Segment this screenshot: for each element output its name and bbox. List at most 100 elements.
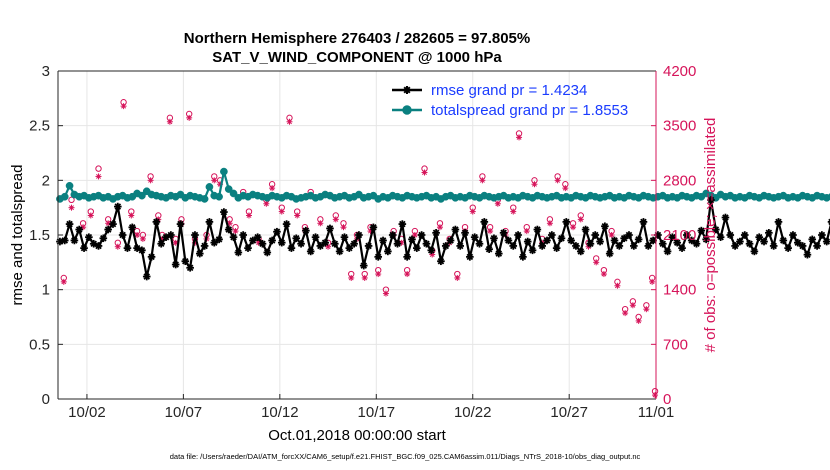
rmse-point bbox=[297, 239, 305, 248]
rmse-point bbox=[519, 253, 527, 261]
rmse-point bbox=[523, 237, 532, 246]
rmse-point bbox=[615, 242, 624, 250]
y-tick-right: 2800 bbox=[663, 172, 696, 189]
totalspread-point bbox=[224, 185, 233, 193]
rmse-point bbox=[755, 233, 764, 241]
rmse-point bbox=[736, 237, 744, 246]
rmse-point bbox=[466, 253, 474, 261]
obs-assimilated-point bbox=[361, 274, 368, 281]
rmse-point bbox=[355, 231, 363, 239]
rmse-point bbox=[427, 246, 436, 255]
obs-assimilated-point bbox=[562, 185, 569, 192]
obs-assimilated-point bbox=[263, 200, 270, 207]
y-tick-left: 0.5 bbox=[29, 336, 50, 353]
obs-assimilated-point bbox=[531, 181, 538, 188]
legend-rmse-marker bbox=[403, 86, 411, 94]
rmse-point bbox=[572, 242, 580, 250]
rmse-point bbox=[774, 218, 783, 226]
rmse-point bbox=[779, 236, 788, 245]
rmse-point bbox=[200, 242, 209, 250]
obs-assimilated-point bbox=[570, 224, 577, 231]
obs-assimilated-point bbox=[593, 259, 600, 266]
rmse-point bbox=[229, 233, 238, 241]
rmse-point bbox=[258, 239, 267, 248]
rmse-point bbox=[557, 234, 566, 243]
rmse-point bbox=[403, 253, 411, 261]
rmse-point bbox=[335, 247, 344, 256]
rmse-point bbox=[625, 231, 633, 239]
rmse-point bbox=[562, 218, 571, 226]
rmse-point bbox=[302, 226, 310, 235]
rmse-point bbox=[745, 239, 754, 248]
obs-assimilated-point bbox=[278, 208, 285, 215]
obs-assimilated-point bbox=[68, 204, 75, 211]
legend: rmse grand pr = 1.4234 totalspread grand… bbox=[392, 82, 628, 119]
rmse-point bbox=[393, 239, 402, 248]
rmse-point bbox=[345, 244, 354, 252]
rmse-point bbox=[234, 248, 243, 257]
rmse-point bbox=[128, 223, 137, 232]
x-tick-label: 10/02 bbox=[68, 404, 106, 421]
rmse-point bbox=[287, 244, 296, 252]
rmse-point bbox=[94, 242, 103, 250]
y-tick-right: 2100 bbox=[663, 227, 696, 244]
obs-assimilated-point bbox=[294, 212, 301, 219]
rmse-point bbox=[210, 238, 219, 247]
rmse-point bbox=[721, 213, 730, 222]
rmse-point bbox=[388, 231, 397, 239]
obs-assimilated-point bbox=[635, 317, 642, 324]
totalspread-series bbox=[56, 167, 830, 203]
rmse-point bbox=[543, 236, 551, 245]
rmse-point bbox=[803, 250, 812, 259]
rmse-point bbox=[321, 238, 329, 247]
rmse-point bbox=[707, 196, 715, 204]
rmse-point bbox=[99, 234, 108, 243]
rmse-point bbox=[239, 231, 247, 239]
rmse-point bbox=[70, 236, 79, 245]
rmse-point bbox=[123, 244, 132, 252]
rmse-point bbox=[596, 237, 604, 246]
rmse-point bbox=[793, 238, 802, 247]
rmse-point bbox=[224, 225, 233, 234]
rmse-point bbox=[673, 238, 682, 247]
obs-assimilated-point bbox=[516, 134, 523, 141]
rmse-series bbox=[56, 196, 830, 281]
obs-assimilated-point bbox=[421, 169, 428, 176]
rmse-point bbox=[379, 236, 387, 245]
rmse-point bbox=[567, 236, 575, 245]
rmse-point bbox=[114, 202, 122, 211]
obs-assimilated-point bbox=[614, 282, 621, 289]
rmse-point bbox=[181, 257, 190, 266]
obs-assimilated-point bbox=[577, 216, 584, 223]
rmse-point bbox=[509, 242, 518, 250]
rmse-point bbox=[798, 242, 807, 250]
rmse-point bbox=[176, 220, 185, 228]
rmse-point bbox=[104, 225, 112, 234]
tick-labels: 0 0.5 1 1.5 2 2.5 3 0 700 1400 2100 2800 3500 4200 10/… bbox=[29, 63, 696, 421]
rmse-point bbox=[292, 234, 301, 243]
rmse-point bbox=[813, 242, 821, 250]
x-tick-label: 11/01 bbox=[638, 404, 674, 421]
rmse-point bbox=[808, 235, 817, 244]
rmse-point bbox=[451, 225, 460, 234]
rmse-point bbox=[456, 242, 465, 250]
rmse-point bbox=[601, 222, 609, 231]
rmse-point bbox=[408, 235, 416, 244]
rmse-point bbox=[326, 224, 334, 233]
rmse-point bbox=[441, 242, 450, 250]
rmse-point bbox=[147, 253, 156, 261]
rmse-point bbox=[152, 218, 161, 226]
rmse-point bbox=[683, 231, 691, 239]
y-tick-left: 1.5 bbox=[29, 227, 50, 244]
rmse-point bbox=[610, 236, 619, 245]
rmse-point bbox=[191, 231, 199, 239]
rmse-point bbox=[277, 238, 286, 247]
obs-assimilated-point bbox=[147, 177, 154, 184]
obs-assimilated-point bbox=[487, 228, 494, 235]
rmse-point bbox=[639, 218, 648, 226]
obs-assimilated-point bbox=[60, 278, 67, 285]
rmse-point bbox=[490, 234, 498, 243]
totalspread-point bbox=[205, 183, 214, 191]
rmse-point bbox=[186, 264, 194, 272]
rmse-point bbox=[138, 246, 146, 255]
